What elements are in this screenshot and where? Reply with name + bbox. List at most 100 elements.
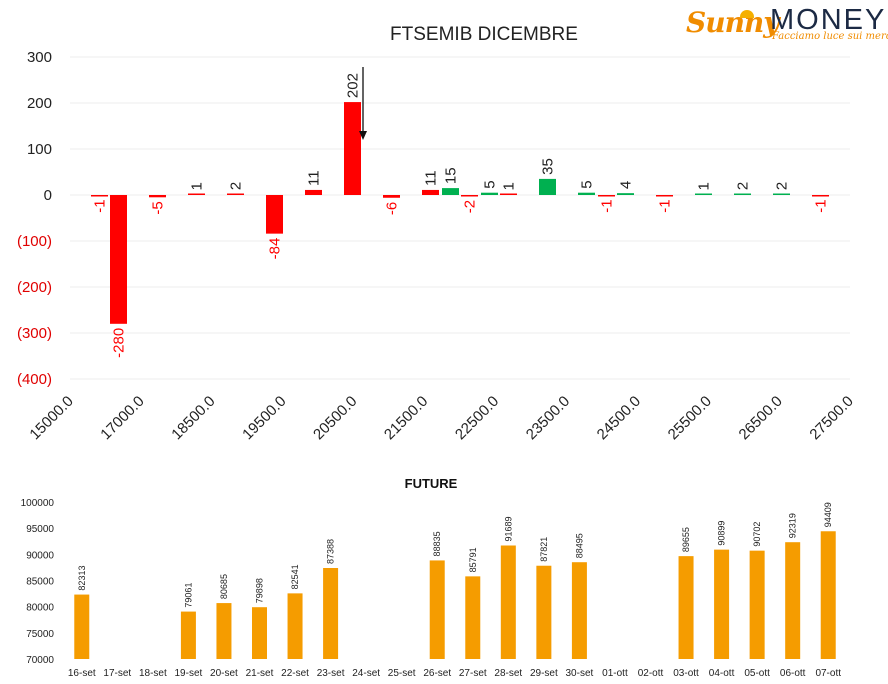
x-tick-label: 19500.0 [239,393,289,443]
future-bar [749,550,765,659]
data-bar [91,195,108,197]
future-value-label: 90702 [752,522,762,547]
data-bar [539,178,556,195]
x-tick-label: 29-set [530,668,558,679]
data-bar [734,193,751,195]
data-label: -280 [111,328,128,358]
data-bar [227,193,244,195]
data-bar [188,193,205,195]
data-label: 35 [540,158,557,175]
future-bar [252,607,267,659]
future-bar [429,560,445,659]
data-bar [149,195,166,198]
x-tick-label: 24500.0 [594,393,644,443]
future-value-label: 82541 [290,564,300,589]
x-tick-label: 27-set [459,668,487,679]
x-tick-label: 26-set [423,668,451,679]
data-label: -1 [92,199,109,212]
future-bar [216,603,232,659]
data-label: -1 [657,199,674,212]
future-bar [180,611,196,659]
data-label: 2 [735,182,752,190]
x-tick-label: 18500.0 [168,393,218,443]
x-tick-label: 20500.0 [310,393,360,443]
data-label: 1 [189,182,206,190]
x-tick-label: 03-ott [673,668,699,679]
future-value-label: 87821 [539,537,549,562]
data-bar [305,189,322,195]
data-bar [461,195,478,197]
x-tick-label: 22-set [281,668,309,679]
y-tick-label: 0 [44,187,52,204]
logo-word-sunny: Sunny [686,6,780,39]
future-value-label: 85791 [468,547,478,572]
x-tick-label: 20-set [210,668,238,679]
y-tick-label: (400) [17,371,52,388]
x-tick-label: 26500.0 [736,393,786,443]
future-bar [74,594,90,659]
chart-title: FTSEMIB DICEMBRE [390,24,578,45]
data-bar [383,195,400,198]
data-label: -84 [267,238,284,260]
x-tick-label: 19-set [175,668,203,679]
y-tick-label: (100) [17,233,52,250]
data-label: 2 [774,182,791,190]
y-tick-label: 300 [27,49,52,66]
data-bar [344,102,361,195]
y-tick-label: 200 [27,95,52,112]
data-label: 202 [345,73,362,98]
annotation-arrow-head [359,131,367,140]
future-value-label: 88835 [432,531,442,556]
data-label: 11 [306,170,323,186]
data-bar [422,189,439,195]
x-tick-label: 05-ott [744,668,770,679]
x-tick-label: 17-set [103,668,131,679]
x-tick-label: 23-set [317,668,345,679]
data-bar [773,193,790,195]
x-tick-label: 06-ott [780,668,806,679]
x-tick-label: 17000.0 [97,393,147,443]
x-tick-label: 27500.0 [806,393,856,443]
data-label: -6 [384,202,401,215]
future-price-chart: FUTURE 100000 95000 90000 85000 80000 75000 700… [21,476,842,679]
x-tick-label: 25-set [388,668,416,679]
x-tick-label: 23500.0 [523,393,573,443]
x-tick-label: 04-ott [709,668,735,679]
data-label: -2 [462,200,479,213]
future-chart-title: FUTURE [405,476,458,491]
x-tick-label: 24-set [352,668,380,679]
x-tick-label: 28-set [494,668,522,679]
future-bar [323,568,339,659]
data-bar [656,195,673,197]
data-label: 1 [501,182,518,190]
future-value-label: 90899 [717,521,727,546]
data-bar [598,195,615,197]
data-bar [110,195,127,324]
future-value-label: 91689 [503,516,513,541]
future-value-label: 79898 [255,578,265,603]
future-bar [500,545,516,659]
x-tick-label: 16-set [68,668,96,679]
data-label: 5 [482,180,499,188]
future-value-label: 82313 [77,566,87,591]
future-bar [820,531,836,659]
y-tick-label: (300) [17,325,52,342]
data-bar [578,192,595,195]
data-bar [617,193,634,195]
y-tick-label: 100 [27,141,52,158]
future-bar [536,565,552,659]
future-bar [571,562,587,659]
future-bar [714,549,730,659]
data-bar [695,193,712,195]
y-tick-label: 100000 [21,498,55,509]
data-label: -1 [599,199,616,212]
sun-icon [740,10,754,18]
x-tick-label: 18-set [139,668,167,679]
x-tick-label: 21-set [246,668,274,679]
future-bar [465,576,481,659]
x-tick-label: 15000.0 [26,393,76,443]
data-bar [266,195,283,234]
future-bar [678,556,694,659]
data-label: 4 [618,181,635,189]
y-tick-label: 75000 [26,629,54,640]
